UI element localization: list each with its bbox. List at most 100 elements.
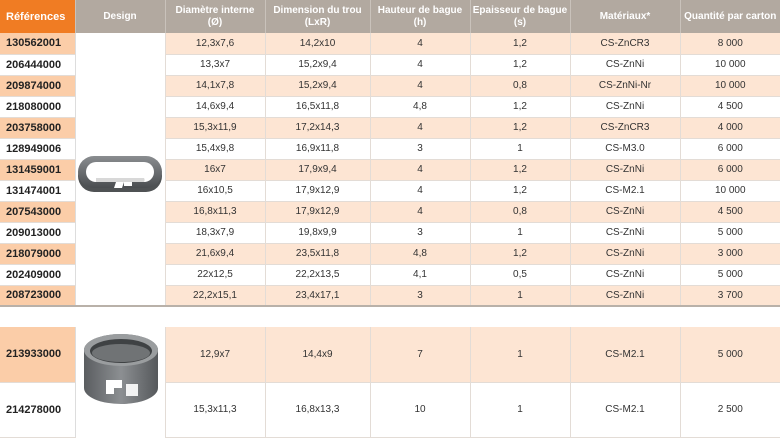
ring-height-cell: 3: [370, 138, 471, 160]
thickness-cell: 1: [470, 327, 571, 383]
inner-diameter-cell: 15,3x11,9: [165, 117, 266, 139]
ref-cell: 202409000: [0, 264, 76, 286]
thickness-cell: 1,2: [470, 159, 571, 181]
ring-height-cell: 4: [370, 159, 471, 181]
material-cell: CS-ZnNi: [570, 222, 681, 244]
table-row: 208723000 22,2x15,1 23,4x17,1 3 1 CS-ZnN…: [0, 285, 780, 307]
ref-cell: 206444000: [0, 54, 76, 76]
qty-cell: 6 000: [680, 138, 780, 160]
qty-cell: 4 000: [680, 117, 780, 139]
ring-height-cell: 4,8: [370, 243, 471, 265]
qty-cell: 4 500: [680, 96, 780, 118]
ring-height-cell: 4,8: [370, 96, 471, 118]
thickness-cell: 1,2: [470, 54, 571, 76]
thickness-cell: 0,8: [470, 75, 571, 97]
ring-height-cell: 3: [370, 222, 471, 244]
ref-cell: 128949006: [0, 138, 76, 160]
inner-diameter-cell: 13,3x7: [165, 54, 266, 76]
thickness-cell: 1: [470, 138, 571, 160]
qty-cell: 10 000: [680, 75, 780, 97]
ring-height-cell: 4: [370, 117, 471, 139]
material-cell: CS-M2.1: [570, 327, 681, 383]
inner-diameter-cell: 16,8x11,3: [165, 201, 266, 223]
ref-cell: 203758000: [0, 117, 76, 139]
ref-cell: 208723000: [0, 285, 76, 307]
table-row: 203758000 15,3x11,9 17,2x14,3 4 1,2 CS-Z…: [0, 117, 780, 139]
ring-height-cell: 4: [370, 180, 471, 202]
ring-height-cell: 3: [370, 285, 471, 307]
hole-cell: 22,2x13,5: [265, 264, 371, 286]
ring-height-cell: 4: [370, 75, 471, 97]
inner-diameter-cell: 15,4x9,8: [165, 138, 266, 160]
header-inner-diameter: Diamètre interne (Ø): [165, 0, 266, 33]
material-cell: CS-ZnNi: [570, 54, 681, 76]
inner-diameter-cell: 14,6x9,4: [165, 96, 266, 118]
qty-cell: 10 000: [680, 180, 780, 202]
qty-cell: 5 000: [680, 327, 780, 383]
section-divider: [0, 305, 780, 327]
header-ring-height: Hauteur de bague (h): [370, 0, 471, 33]
material-cell: CS-ZnNi: [570, 285, 681, 307]
inner-diameter-cell: 12,3x7,6: [165, 33, 266, 55]
ring-height-cell: 10: [370, 382, 471, 438]
hole-cell: 16,9x11,8: [265, 138, 371, 160]
ref-cell: 207543000: [0, 201, 76, 223]
qty-cell: 6 000: [680, 159, 780, 181]
hole-cell: 17,2x14,3: [265, 117, 371, 139]
ref-cell: 130562001: [0, 33, 76, 55]
material-cell: CS-ZnNi: [570, 201, 681, 223]
table-row: 131474001 16x10,5 17,9x12,9 4 1,2 CS-M2.…: [0, 180, 780, 202]
header-row: Références Design Diamètre interne (Ø) Di…: [0, 0, 780, 33]
hole-cell: 23,5x11,8: [265, 243, 371, 265]
thickness-cell: 1: [470, 382, 571, 438]
material-cell: CS-ZnNi-Nr: [570, 75, 681, 97]
table-row: 202409000 22x12,5 22,2x13,5 4,1 0,5 CS-Z…: [0, 264, 780, 286]
inner-diameter-cell: 18,3x7,9: [165, 222, 266, 244]
ref-cell: 209874000: [0, 75, 76, 97]
qty-cell: 8 000: [680, 33, 780, 55]
hole-cell: 19,8x9,9: [265, 222, 371, 244]
inner-diameter-cell: 22,2x15,1: [165, 285, 266, 307]
thickness-cell: 1,2: [470, 33, 571, 55]
ring-height-cell: 4: [370, 33, 471, 55]
qty-cell: 5 000: [680, 222, 780, 244]
ring-height-cell: 4,1: [370, 264, 471, 286]
thickness-cell: 1,2: [470, 117, 571, 139]
table-row: 218079000 21,6x9,4 23,5x11,8 4,8 1,2 CS-…: [0, 243, 780, 265]
material-cell: CS-ZnNi: [570, 159, 681, 181]
ring-height-cell: 4: [370, 201, 471, 223]
header-thickness: Epaisseur de bague (s): [470, 0, 571, 33]
qty-cell: 4 500: [680, 201, 780, 223]
inner-diameter-cell: 14,1x7,8: [165, 75, 266, 97]
qty-cell: 10 000: [680, 54, 780, 76]
header-hole: Dimension du trou (LxR): [265, 0, 371, 33]
thickness-cell: 1: [470, 222, 571, 244]
header-reference: Références: [0, 0, 76, 33]
hole-cell: 17,9x12,9: [265, 180, 371, 202]
header-design: Design: [75, 0, 166, 33]
thickness-cell: 1,2: [470, 96, 571, 118]
material-cell: CS-ZnNi: [570, 264, 681, 286]
hole-cell: 17,9x12,9: [265, 201, 371, 223]
material-cell: CS-ZnNi: [570, 243, 681, 265]
inner-diameter-cell: 16x10,5: [165, 180, 266, 202]
table-row: 207543000 16,8x11,3 17,9x12,9 4 0,8 CS-Z…: [0, 201, 780, 223]
qty-cell: 3 000: [680, 243, 780, 265]
tall-oval-clip-ring-icon: [84, 334, 158, 404]
inner-diameter-cell: 22x12,5: [165, 264, 266, 286]
inner-diameter-cell: 15,3x11,3: [165, 382, 266, 438]
hole-cell: 16,8x13,3: [265, 382, 371, 438]
ref-cell: 218080000: [0, 96, 76, 118]
qty-cell: 3 700: [680, 285, 780, 307]
thickness-cell: 1,2: [470, 180, 571, 202]
ref-cell: 209013000: [0, 222, 76, 244]
thickness-cell: 1: [470, 285, 571, 307]
hole-cell: 14,2x10: [265, 33, 371, 55]
flat-oval-clip-ring-icon: [78, 156, 162, 192]
hole-cell: 14,4x9: [265, 327, 371, 383]
table-row: 209013000 18,3x7,9 19,8x9,9 3 1 CS-ZnNi …: [0, 222, 780, 244]
header-material: Matériaux*: [570, 0, 681, 33]
table-row: 130562001 12,3x7,6 14,2x10 4 1,2 CS-ZnCR…: [0, 33, 780, 306]
material-cell: CS-M2.1: [570, 382, 681, 438]
